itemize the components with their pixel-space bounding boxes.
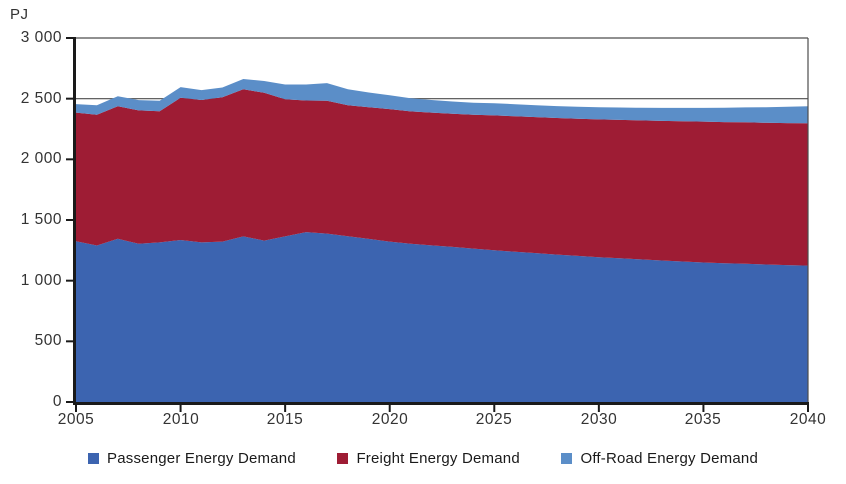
chart-legend: Passenger Energy Demand Freight Energy D…	[88, 450, 758, 467]
legend-item-freight: Freight Energy Demand	[337, 450, 520, 467]
y-axis-unit-label: PJ	[10, 6, 29, 23]
offroad-legend-swatch-icon	[561, 453, 573, 464]
x-tick-label-2030: 2030	[580, 411, 618, 428]
y-tick-label-3000: 3 000	[20, 29, 62, 46]
legend-label-freight: Freight Energy Demand	[356, 450, 520, 467]
legend-item-offroad: Off-Road Energy Demand	[561, 450, 758, 467]
legend-label-offroad: Off-Road Energy Demand	[580, 450, 758, 467]
x-tick-label-2040: 2040	[789, 411, 827, 428]
x-tick-label-2010: 2010	[162, 411, 200, 428]
freight-legend-swatch-icon	[337, 453, 349, 464]
x-tick-label-2035: 2035	[684, 411, 722, 428]
legend-item-passenger: Passenger Energy Demand	[88, 450, 296, 467]
x-tick-label-2005: 2005	[57, 411, 95, 428]
x-tick-label-2025: 2025	[475, 411, 513, 428]
legend-label-passenger: Passenger Energy Demand	[107, 450, 296, 467]
y-tick-label-1000: 1 000	[20, 272, 62, 289]
y-tick-label-2500: 2 500	[20, 90, 62, 107]
y-tick-label-0: 0	[52, 393, 62, 410]
y-tick-label-500: 500	[34, 332, 62, 349]
x-tick-label-2015: 2015	[266, 411, 304, 428]
y-tick-label-1500: 1 500	[20, 211, 62, 228]
x-tick-label-2020: 2020	[371, 411, 409, 428]
passenger-legend-swatch-icon	[88, 453, 99, 464]
y-tick-label-2000: 2 000	[20, 150, 62, 167]
